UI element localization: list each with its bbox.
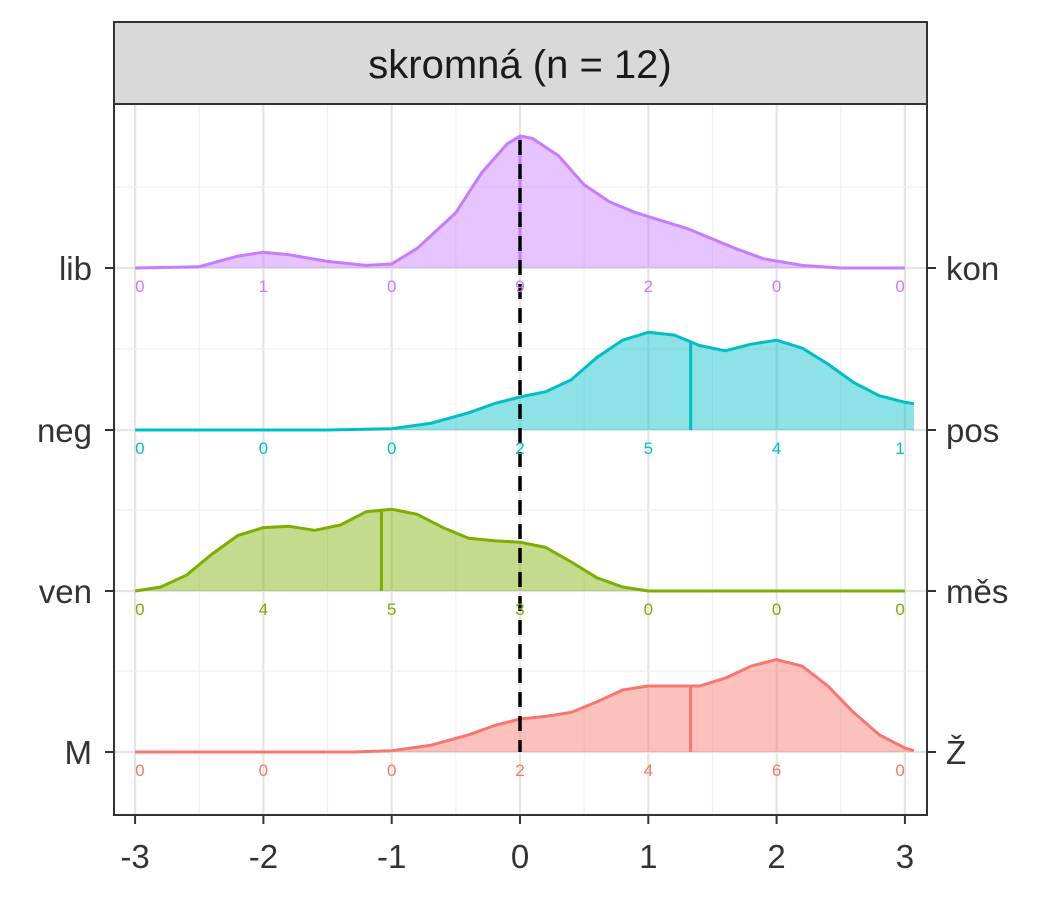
count-label: 0 xyxy=(644,600,653,619)
count-label: 3 xyxy=(515,600,524,619)
count-label: 0 xyxy=(387,277,396,296)
count-label: 2 xyxy=(515,439,524,458)
strip-background xyxy=(113,21,928,105)
count-label: 0 xyxy=(895,600,904,619)
y-label-left: neg xyxy=(37,412,92,449)
density-line xyxy=(135,330,915,432)
count-labels: 0 1 0 9 2 0 0 0 0 0 2 5 4 1 0 4 5 3 0 0 0 0 0 0 2 4 6 0 xyxy=(135,277,905,780)
y-label-right: Ž xyxy=(946,734,966,771)
density-area xyxy=(135,332,914,430)
count-label: 0 xyxy=(895,761,904,780)
density-line xyxy=(135,658,915,754)
density-area xyxy=(135,659,914,752)
count-label: 1 xyxy=(259,277,268,296)
count-label: 0 xyxy=(135,761,144,780)
count-label: 5 xyxy=(644,439,653,458)
axes: -3 -2 -1 0 1 2 3 lib kon neg pos ven měs M Ž xyxy=(37,103,1008,875)
x-tick-label: -1 xyxy=(377,838,406,875)
count-label: 0 xyxy=(772,600,781,619)
count-label: 0 xyxy=(259,439,268,458)
ridge-M xyxy=(135,658,915,754)
count-label: 0 xyxy=(135,600,144,619)
chart-title: skromná (n = 12) xyxy=(368,43,671,87)
x-tick-label: -3 xyxy=(120,838,149,875)
count-label: 9 xyxy=(515,277,524,296)
count-label: 5 xyxy=(387,600,396,619)
x-tick-label: 0 xyxy=(511,838,529,875)
count-label: 0 xyxy=(387,439,396,458)
x-tick-label: 2 xyxy=(767,838,785,875)
count-label: 0 xyxy=(259,761,268,780)
x-tick-label: 3 xyxy=(896,838,914,875)
density-line xyxy=(134,507,905,593)
x-tick-label: 1 xyxy=(639,838,657,875)
count-label: 4 xyxy=(772,439,781,458)
y-label-right: pos xyxy=(946,412,999,449)
count-label: 4 xyxy=(259,600,268,619)
y-label-right: kon xyxy=(946,250,999,287)
ridge-neg xyxy=(135,330,915,432)
count-label: 0 xyxy=(772,277,781,296)
count-label: 0 xyxy=(135,439,144,458)
facet-strip: skromná (n = 12) xyxy=(113,21,928,105)
y-label-right: měs xyxy=(946,573,1008,610)
density-line xyxy=(135,134,905,270)
count-label: 0 xyxy=(387,761,396,780)
y-label-left: ven xyxy=(39,573,92,610)
x-tick-label: -2 xyxy=(249,838,278,875)
y-label-left: M xyxy=(65,734,93,771)
count-label: 2 xyxy=(515,761,524,780)
count-label: 0 xyxy=(135,277,144,296)
count-label: 2 xyxy=(644,277,653,296)
count-label: 0 xyxy=(895,277,904,296)
count-label: 1 xyxy=(895,439,904,458)
count-label: 4 xyxy=(644,761,653,780)
count-label: 6 xyxy=(772,761,781,780)
y-label-left: lib xyxy=(59,250,92,287)
